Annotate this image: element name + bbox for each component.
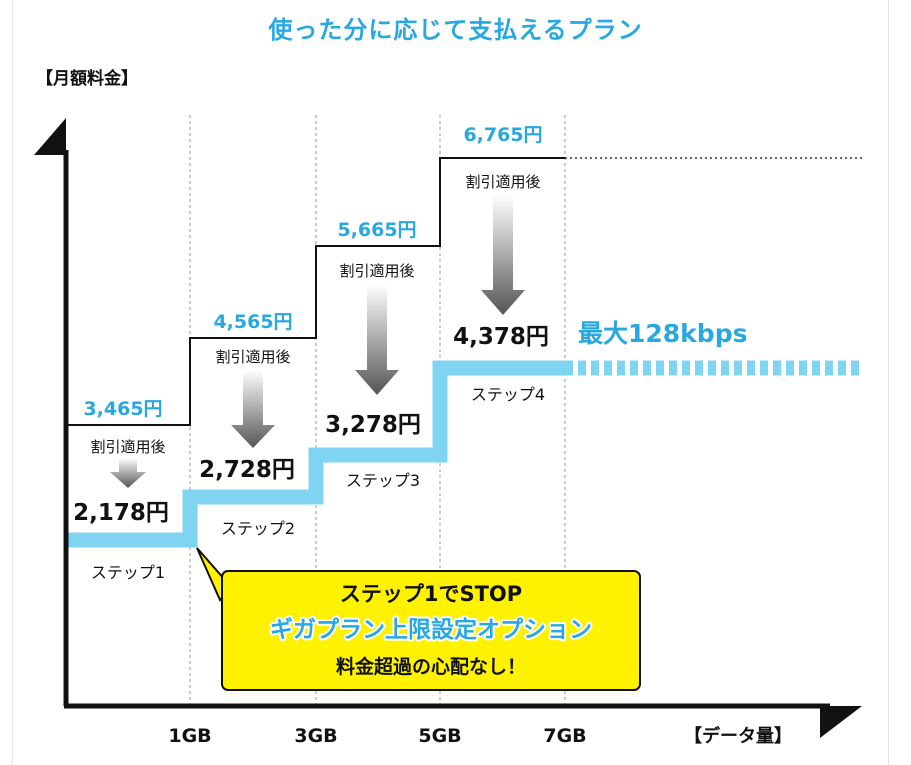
callout-line1: ステップ1でSTOP xyxy=(340,582,522,606)
step2-discounted-price: 2,728円 xyxy=(199,457,295,483)
step3-regular-price: 5,665円 xyxy=(337,219,416,241)
step3-discounted-price: 3,278円 xyxy=(325,412,421,438)
speed-label: 最大128kbps xyxy=(578,319,747,348)
x-tick-1gb: 1GB xyxy=(168,725,211,747)
discounted-price-line xyxy=(66,360,565,548)
axes xyxy=(34,118,862,738)
y-axis-label: 【月額料金】 xyxy=(36,69,138,89)
callout-box xyxy=(221,570,641,691)
step2-discount-label: 割引適用後 xyxy=(215,348,290,366)
y-axis-arrow xyxy=(34,118,66,155)
x-tick-7gb: 7GB xyxy=(543,725,586,747)
step3-discount-arrow xyxy=(355,284,399,395)
content-frame xyxy=(12,0,889,765)
step3-discount-label: 割引適用後 xyxy=(339,262,414,280)
stop-option-callout: ステップ1でSTOP ギガプラン上限設定オプション 料金超過の心配なし！ xyxy=(196,547,641,691)
callout-line2: ギガプラン上限設定オプション xyxy=(270,616,592,643)
regular-price-line xyxy=(66,157,565,426)
step1-discount-arrow xyxy=(110,458,146,488)
x-tick-3gb: 3GB xyxy=(294,725,337,747)
x-tick-5gb: 5GB xyxy=(418,725,461,747)
x-axis-label: 【データ量】 xyxy=(684,725,792,747)
step4-discounted-price: 4,378円 xyxy=(453,324,549,350)
step1-label: ステップ1 xyxy=(91,563,165,582)
x-axis-arrow xyxy=(820,706,862,738)
step1-discounted-price: 2,178円 xyxy=(73,500,169,526)
page-title: 使った分に応じて支払えるプラン xyxy=(268,16,643,44)
step2-regular-price: 4,565円 xyxy=(213,311,292,333)
step1-discount-label: 割引適用後 xyxy=(90,438,165,456)
callout-line3: 料金超過の心配なし！ xyxy=(336,655,526,678)
step2-discount-arrow xyxy=(231,370,275,448)
step4-regular-price: 6,765円 xyxy=(463,124,542,146)
step4-label: ステップ4 xyxy=(471,385,545,404)
step3-label: ステップ3 xyxy=(346,471,420,490)
step2-label: ステップ2 xyxy=(221,519,295,538)
step4-discount-label: 割引適用後 xyxy=(465,173,540,191)
step4-discount-arrow xyxy=(481,195,525,315)
step1-regular-price: 3,465円 xyxy=(83,398,162,420)
